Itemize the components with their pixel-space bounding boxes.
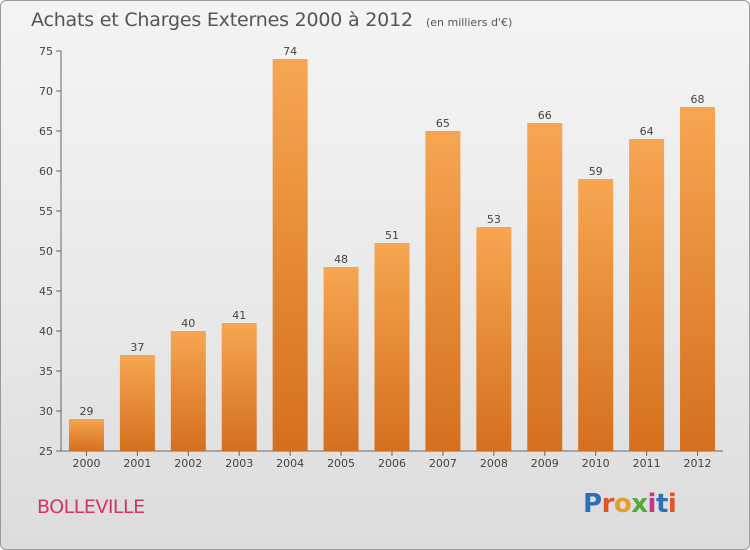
logo-letter: r xyxy=(601,489,615,519)
logo-letter: t xyxy=(655,489,668,519)
bar-2006 xyxy=(374,243,410,451)
y-tick-label: 25 xyxy=(39,445,53,458)
data-label-2001: 37 xyxy=(130,341,144,354)
bar-2001 xyxy=(119,355,155,451)
y-tick-label: 40 xyxy=(39,325,53,338)
y-tick-label: 65 xyxy=(39,125,53,138)
logo-letter: x xyxy=(631,489,648,519)
data-label-2012: 68 xyxy=(691,93,705,106)
bar-2011 xyxy=(629,139,665,451)
x-tick-label: 2011 xyxy=(633,457,661,470)
data-label-2006: 51 xyxy=(385,229,399,242)
data-label-2010: 59 xyxy=(589,165,603,178)
commune-name: BOLLEVILLE xyxy=(37,496,145,518)
data-label-2003: 41 xyxy=(232,309,246,322)
chart-unit: (en milliers d'€) xyxy=(425,16,513,29)
bar-2005 xyxy=(323,267,359,451)
x-tick-label: 2009 xyxy=(531,457,559,470)
x-axis: 2000 2001 2002 2003 2004 2005 2006 2007 2008 2009… xyxy=(61,450,723,470)
x-tick-label: 2008 xyxy=(480,457,508,470)
data-label-2008: 53 xyxy=(487,213,501,226)
bar-2008 xyxy=(476,227,512,451)
y-tick-label: 75 xyxy=(39,45,53,58)
x-tick-label: 2002 xyxy=(174,457,202,470)
data-label-2000: 29 xyxy=(79,405,93,418)
chart-title: Achats et Charges Externes 2000 à 2012 xyxy=(31,9,413,31)
x-tick-label: 2012 xyxy=(684,457,712,470)
data-label-2002: 40 xyxy=(181,317,195,330)
x-tick-label: 2005 xyxy=(327,457,355,470)
data-label-2007: 65 xyxy=(436,117,450,130)
y-tick-label: 60 xyxy=(39,165,53,178)
bar-2009 xyxy=(527,123,563,451)
y-tick-label: 55 xyxy=(39,205,53,218)
x-tick-label: 2006 xyxy=(378,457,406,470)
y-tick-label: 45 xyxy=(39,285,53,298)
bar-2003 xyxy=(221,323,257,451)
data-label-2011: 64 xyxy=(640,125,654,138)
y-tick-label: 30 xyxy=(39,405,53,418)
x-tick-label: 2007 xyxy=(429,457,457,470)
data-label-2009: 66 xyxy=(538,109,552,122)
x-tick-label: 2000 xyxy=(72,457,100,470)
y-tick-label: 70 xyxy=(39,85,53,98)
logo-letter: P xyxy=(583,489,602,519)
data-label-2005: 48 xyxy=(334,253,348,266)
bar-2000 xyxy=(68,419,104,451)
bar-2007 xyxy=(425,131,461,451)
bar-2012 xyxy=(680,107,716,451)
logo-letter: o xyxy=(613,489,632,519)
y-tick-label: 50 xyxy=(39,245,53,258)
bar-2002 xyxy=(170,331,206,451)
x-tick-label: 2001 xyxy=(123,457,151,470)
data-label-2004: 74 xyxy=(283,45,297,58)
x-tick-label: 2010 xyxy=(582,457,610,470)
proxiti-logo: Proxiti xyxy=(583,489,677,519)
data-labels: 29 37 40 41 74 48 51 65 53 66 59 64 68 xyxy=(79,45,704,418)
y-axis: 25 30 35 40 45 50 55 60 65 70 75 xyxy=(39,45,62,458)
logo-letter: i xyxy=(667,489,677,519)
logo-letter: i xyxy=(647,489,657,519)
x-tick-label: 2003 xyxy=(225,457,253,470)
bars xyxy=(68,59,716,451)
bar-2010 xyxy=(578,179,614,451)
title-row: Achats et Charges Externes 2000 à 2012 (… xyxy=(31,9,512,31)
bar-2004 xyxy=(272,59,308,451)
y-tick-label: 35 xyxy=(39,365,53,378)
x-tick-label: 2004 xyxy=(276,457,304,470)
